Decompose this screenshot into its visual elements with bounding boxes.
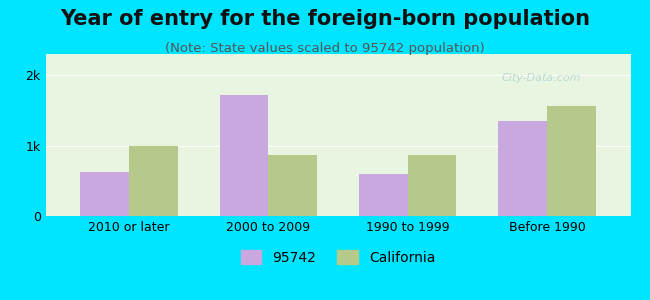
Legend: 95742, California: 95742, California: [235, 245, 441, 271]
Bar: [547, 106, 595, 216]
Bar: [129, 146, 178, 216]
Text: Year of entry for the foreign-born population: Year of entry for the foreign-born popul…: [60, 9, 590, 29]
Bar: [220, 95, 268, 216]
Bar: [498, 121, 547, 216]
Bar: [408, 155, 456, 216]
Bar: [359, 174, 408, 216]
Text: City-Data.com: City-Data.com: [502, 74, 581, 83]
Bar: [268, 155, 317, 216]
Bar: [81, 172, 129, 216]
Text: (Note: State values scaled to 95742 population): (Note: State values scaled to 95742 popu…: [165, 42, 485, 55]
